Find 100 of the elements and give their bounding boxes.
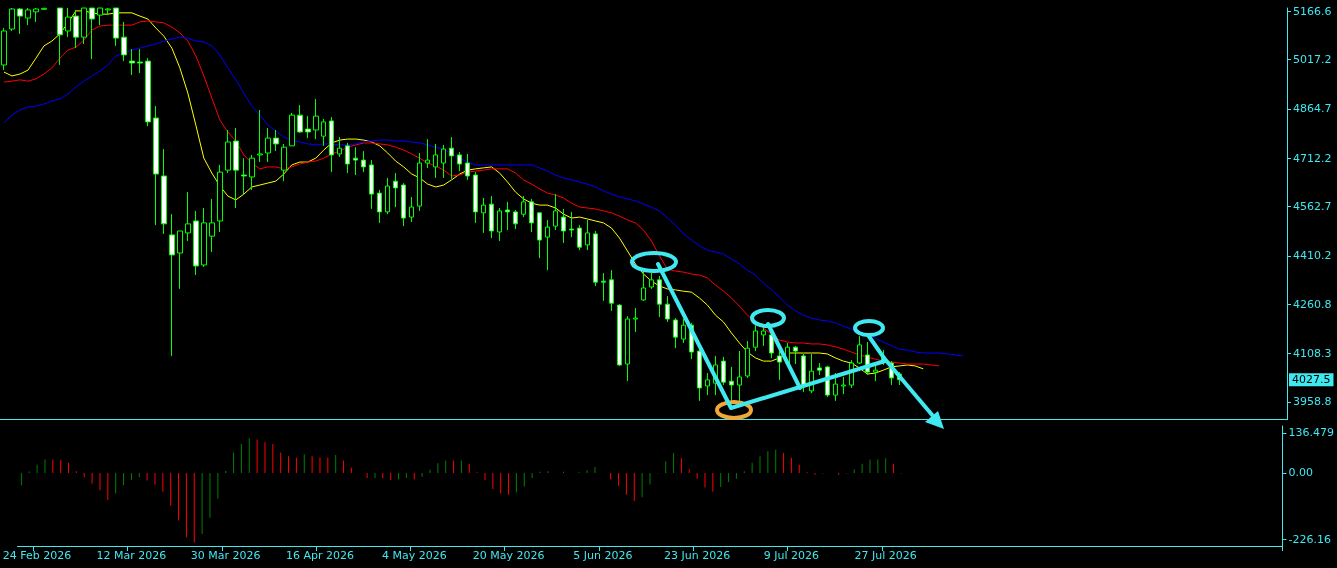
candlestick: [513, 209, 518, 230]
candlestick: [201, 207, 207, 268]
candlestick: [289, 112, 295, 147]
x-tick-label: 9 Jul 2026: [763, 549, 820, 562]
y-tick-label: 136.479: [1288, 426, 1335, 440]
candlestick: [305, 115, 311, 139]
candlestick: [9, 7, 15, 32]
candlestick: [833, 372, 838, 402]
candlestick: [441, 144, 446, 179]
candlestick: [89, 7, 95, 60]
candlestick: [273, 129, 279, 152]
candlestick: [233, 127, 239, 209]
candlestick: [257, 109, 263, 163]
candlestick: [705, 372, 710, 396]
candlestick: [569, 211, 574, 238]
candlestick: [169, 213, 175, 357]
candlestick: [241, 157, 247, 195]
candlestick: [585, 219, 590, 251]
candlestick: [777, 350, 782, 381]
candlestick: [633, 307, 638, 333]
candlestick: [761, 325, 766, 347]
candlestick: [33, 7, 39, 23]
candlestick: [697, 347, 702, 402]
candlestick: [817, 362, 822, 376]
x-tick-label: 23 Jun 2026: [664, 549, 731, 562]
candlestick: [857, 335, 862, 365]
candlestick: [345, 142, 350, 174]
candlestick: [97, 7, 103, 26]
candlestick: [209, 198, 215, 253]
candlestick: [81, 7, 87, 45]
y-tick-label: 4712.2: [1293, 151, 1332, 165]
candlestick: [665, 295, 670, 323]
candlestick: [529, 198, 534, 233]
candlestick: [385, 177, 390, 215]
x-tick-label: 12 Mar 2026: [96, 549, 167, 562]
candlestick: [321, 118, 326, 147]
candlestick: [721, 356, 726, 386]
y-tick-label: -226.16: [1288, 532, 1331, 546]
candlestick: [225, 129, 231, 174]
y-tick-label: 3958.8: [1293, 395, 1332, 409]
candlestick: [73, 9, 79, 49]
candlestick: [481, 197, 486, 234]
candlestick: [297, 104, 303, 134]
candlestick: [369, 159, 374, 210]
y-tick-label: 4864.7: [1293, 102, 1332, 116]
candlestick: [145, 57, 151, 127]
candlestick: [681, 318, 686, 344]
candlestick: [113, 7, 119, 47]
candlestick: [161, 148, 167, 235]
x-tick-label: 30 Mar 2026: [190, 549, 261, 562]
x-tick-label: 16 Apr 2026: [285, 549, 354, 562]
candlestick: [337, 136, 342, 158]
y-tick-label: 4108.3: [1293, 347, 1332, 361]
candlestick: [65, 7, 71, 38]
candlestick: [521, 195, 526, 218]
candlestick: [177, 230, 183, 290]
candlestick: [281, 143, 287, 182]
candlestick: [593, 230, 598, 287]
candlestick: [25, 7, 31, 26]
candlestick: [649, 271, 654, 290]
candlestick: [473, 171, 478, 224]
candlestick: [657, 275, 662, 318]
x-tick-label: 4 May 2026: [381, 549, 447, 562]
candlestick: [361, 150, 366, 173]
candlestick: [737, 350, 742, 402]
candlestick: [641, 269, 646, 302]
candlestick: [41, 7, 47, 11]
candlestick: [465, 153, 470, 181]
candlestick: [801, 353, 806, 393]
candlestick: [545, 219, 550, 271]
y-tick-label: 4260.8: [1293, 297, 1332, 311]
candlestick: [265, 127, 271, 163]
candlestick: [313, 98, 319, 140]
candlestick: [129, 48, 135, 76]
candlestick: [729, 366, 734, 402]
candlestick: [449, 136, 454, 180]
y-tick-label: 4410.2: [1293, 249, 1332, 263]
candlestick: [497, 207, 502, 242]
candlestick: [377, 189, 382, 224]
text: 4027.5: [1292, 373, 1331, 387]
candlestick: [553, 193, 558, 231]
candlestick: [401, 182, 406, 227]
candlestick: [841, 376, 846, 395]
candlestick: [505, 201, 510, 231]
candlestick: [185, 191, 191, 242]
y-tick-label: 5166.6: [1293, 4, 1332, 18]
candlestick: [617, 303, 622, 367]
candlestick: [105, 7, 111, 16]
candlestick: [57, 7, 63, 66]
candlestick: [353, 146, 358, 176]
candlestick: [121, 21, 127, 62]
candlestick: [561, 208, 566, 244]
candlestick: [793, 345, 798, 365]
candlestick: [425, 138, 430, 169]
y-tick-label: 0.00: [1288, 466, 1314, 480]
y-tick-label: 4562.7: [1293, 199, 1332, 213]
candlestick: [625, 315, 630, 382]
x-tick-label: 24 Feb 2026: [2, 549, 72, 562]
candlestick: [193, 210, 199, 276]
candlestick: [17, 7, 23, 35]
